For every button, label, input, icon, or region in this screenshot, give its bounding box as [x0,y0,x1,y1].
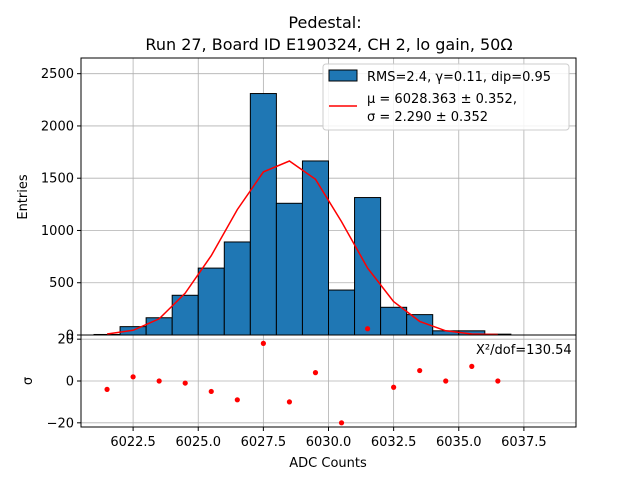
residual-point [104,386,110,392]
residual-point [156,378,162,384]
residual-point [208,388,214,395]
top-y-ticks: 0 500 1000 1500 2000 2500 [41,67,81,344]
histogram-bars [93,93,512,336]
bottom-y-tick-label: 20 [57,333,74,348]
residual-point [443,378,449,384]
residual-point [495,378,501,384]
residual-point [391,384,397,390]
residual-point [234,397,240,403]
legend-hist-label: RMS=2.4, γ=0.11, dip=0.95 [367,70,551,85]
x-tick-label: 6032.5 [371,435,417,450]
histogram-bar [301,160,329,336]
histogram-bar [328,289,356,336]
top-y-tick-label: 1500 [41,172,74,187]
top-y-tick-label: 1000 [41,224,74,239]
residual-point [286,399,293,405]
bottom-y-label: σ [21,377,36,385]
residual-point [260,340,266,346]
bottom-y-tick-label: 0 [66,375,74,390]
legend-box [322,63,570,131]
chi2-annotation: X²/dof=130.54 [476,343,572,358]
histogram-bar [380,306,408,336]
histogram-bar [249,93,277,336]
top-y-tick-label: 2000 [41,119,74,134]
legend-fit-label-line2: σ = 2.290 ± 0.352 [367,110,488,125]
x-ticks: 6022.5 6025.0 6027.5 6030.0 6032.5 6035.0 6037… [110,427,547,450]
residual-point [182,380,188,386]
top-y-tick-label: 2500 [41,67,74,82]
residual-point [364,326,371,332]
residual-point [417,367,423,374]
bottom-y-tick-label: −20 [47,416,74,431]
legend-hist-swatch [328,69,358,82]
bottom-grid [81,335,576,427]
histogram-bar [223,241,251,336]
histogram-bar [354,197,382,336]
x-tick-label: 6025.0 [175,435,221,450]
top-y-tick-label: 500 [49,276,74,291]
top-y-tick-label: 0 [66,329,74,344]
residual-point [338,420,345,426]
x-tick-label: 6030.0 [306,435,352,450]
residual-point [469,363,475,369]
fit-curve [106,160,498,336]
residual-points [104,326,501,426]
chart-title-line1: Pedestal: [288,13,361,32]
histogram-bar [145,317,173,336]
x-tick-label: 6035.0 [436,435,482,450]
x-tick-label: 6022.5 [110,435,156,450]
residual-point [130,374,136,380]
legend-fit-label-line1: μ = 6028.363 ± 0.352, [367,92,517,107]
x-tick-label: 6027.5 [241,435,287,450]
bottom-y-ticks: −20 0 20 [47,333,81,431]
histogram-bar [197,267,225,336]
chart-title-line2: Run 27, Board ID E190324, CH 2, lo gain,… [145,35,512,54]
residual-point [312,370,319,376]
legend: RMS=2.4, γ=0.11, dip=0.95 μ = 6028.363 ±… [322,63,570,131]
x-tick-label: 6037.5 [501,435,547,450]
histogram-bar [275,202,303,336]
x-axis-label: ADC Counts [289,456,367,471]
top-y-label: Entries [16,174,31,220]
